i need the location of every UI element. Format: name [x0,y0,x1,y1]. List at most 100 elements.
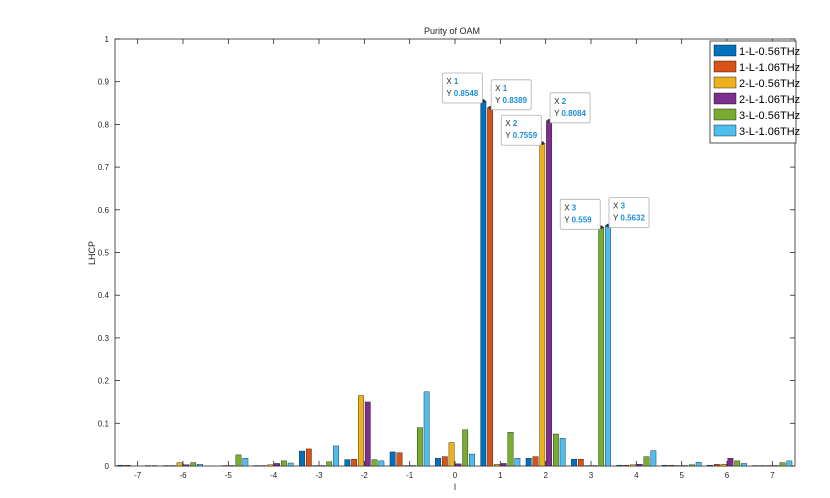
x-tick-label: -1 [406,471,414,480]
bar [441,456,448,467]
bar [480,100,487,467]
bar [235,454,242,467]
bar [514,458,521,467]
bar [507,432,514,467]
bar [344,459,351,467]
bar [351,458,358,467]
data-tip: X 3 Y 0.559 [559,198,603,230]
x-tick-label: 3 [589,471,594,480]
data-tip-box [608,197,650,228]
data-tip-y: Y 0.5632 [613,214,645,223]
bar [299,450,305,467]
legend-label: 3-L-1.06THz [739,126,800,138]
legend-label: 1-L-0.56THz [739,46,800,58]
data-tip-y: Y 0.8084 [554,109,586,118]
bar [371,459,378,467]
bar [559,438,566,467]
y-tick-label: 0 [105,462,110,471]
legend-label: 1-L-1.06THz [739,62,800,74]
data-tip: X 2 Y 0.8084 [547,92,591,124]
data-tips: X 1 Y 0.8548 X 1 Y 0.8389 X 2 Y 0.7559 X 2 Y 0.… [441,72,650,230]
bar [487,107,494,467]
x-tick-label: 1 [498,471,503,480]
bar [532,456,539,467]
bar [571,458,577,467]
bar [734,460,741,467]
bar [695,461,702,467]
chart-title: Purity of OAM [424,26,480,36]
data-tip-box [500,114,542,146]
legend-label: 2-L-1.06THz [739,94,800,106]
x-tick-label: -4 [270,471,278,480]
legend-label: 3-L-0.56THz [739,110,800,122]
data-tip-y: Y 0.7559 [505,131,537,140]
legend-swatch [713,44,737,57]
bar [364,401,371,467]
y-tick-label: 0.4 [98,291,110,300]
bar [623,464,630,467]
x-tick-label: 2 [543,471,548,480]
bar [469,453,475,467]
data-tip-y: Y 0.8389 [495,96,527,105]
data-tip-x: X 3 [613,202,626,211]
bar [605,225,611,467]
bar [280,460,287,467]
bar [274,463,280,467]
data-tip-x: X 3 [564,203,577,212]
x-tick-label: -6 [179,471,187,480]
data-tip: X 3 Y 0.5632 [606,197,650,228]
bar [525,458,532,467]
y-axis-title: LHCP [87,241,97,265]
bar [267,464,274,467]
bar [190,462,197,467]
bar [378,460,385,467]
y-tick-label: 0.9 [98,78,110,87]
data-tip-x: X 2 [505,119,518,128]
bar [494,464,500,467]
bar [455,463,462,467]
bar [779,462,786,467]
bar [423,391,430,467]
y-tick-label: 0.2 [98,377,110,386]
bar [242,458,249,467]
x-tick-label: 4 [634,471,639,480]
bar [577,458,584,467]
bar [661,464,668,467]
data-tip: X 1 Y 0.8389 [488,79,532,111]
bar [598,227,605,467]
bar [333,445,339,467]
legend: 1-L-0.56THz 1-L-1.06THz 2-L-0.56THz 2-L-1.0… [709,40,800,144]
data-tip: X 2 Y 0.7559 [500,114,545,146]
bar [416,427,423,467]
bar [358,395,364,467]
data-tip-y: Y 0.559 [564,215,592,224]
data-tip-box [490,79,532,111]
data-tip-x: X 1 [495,84,508,93]
y-tick-label: 1 [105,35,110,44]
x-tick-label: 5 [679,471,684,480]
legend-swatch [713,108,737,121]
data-tip-box [559,198,601,230]
bar [124,464,131,467]
data-tip-x: X 1 [446,77,459,86]
data-tip: X 1 Y 0.8548 [441,72,486,104]
bar [462,429,469,467]
x-tick-label: -5 [225,471,233,480]
bar [287,462,294,467]
bar [435,458,441,467]
x-tick-label: 0 [453,471,458,480]
legend-swatch [713,124,737,137]
y-tick-label: 0.1 [98,419,110,428]
bar [546,120,552,467]
legend-swatch [713,76,737,89]
x-tick-label: 6 [725,471,730,480]
bar [616,464,623,467]
bar [539,143,546,467]
bar [389,451,396,467]
bar [448,442,455,467]
y-tick-label: 0.3 [98,334,110,343]
bar [305,448,312,467]
bar [552,433,559,467]
legend-label: 2-L-0.56THz [739,78,800,90]
